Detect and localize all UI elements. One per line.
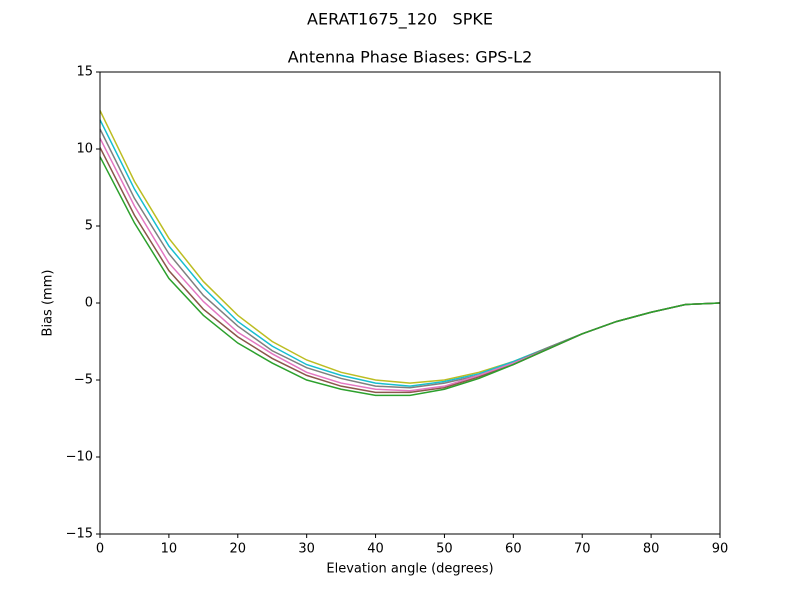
plot-frame: [99, 71, 721, 535]
y-tick-label: −10: [66, 450, 93, 465]
series-line: [99, 128, 721, 389]
x-tick-label: 20: [230, 542, 247, 557]
suptitle: AERAT1675_120 SPKE: [307, 10, 493, 30]
y-tick-label: 0: [85, 296, 93, 311]
x-tick-label: 50: [436, 542, 453, 557]
series-line: [99, 137, 721, 392]
x-tick-label: 30: [298, 542, 315, 557]
series-line: [99, 147, 721, 394]
y-tick-label: 10: [76, 142, 93, 157]
series-line: [99, 110, 721, 384]
series-line: [99, 119, 721, 387]
y-axis-label: Bias (mm): [41, 270, 56, 337]
x-tick-label: 70: [574, 542, 591, 557]
x-tick-label: 10: [161, 542, 178, 557]
y-tick-label: −5: [74, 373, 93, 388]
x-axis-label: Elevation angle (degrees): [326, 562, 493, 577]
x-tick-label: 80: [643, 542, 660, 557]
y-tick-label: 15: [76, 65, 93, 80]
x-tick-label: 40: [367, 542, 384, 557]
chart-title: Antenna Phase Biases: GPS-L2: [288, 48, 533, 67]
x-tick-label: 0: [96, 542, 104, 557]
y-tick-label: −15: [66, 527, 93, 542]
x-tick-label: 60: [505, 542, 522, 557]
series-line: [99, 156, 721, 397]
x-tick-label: 90: [712, 542, 729, 557]
y-tick-label: 5: [85, 219, 93, 234]
